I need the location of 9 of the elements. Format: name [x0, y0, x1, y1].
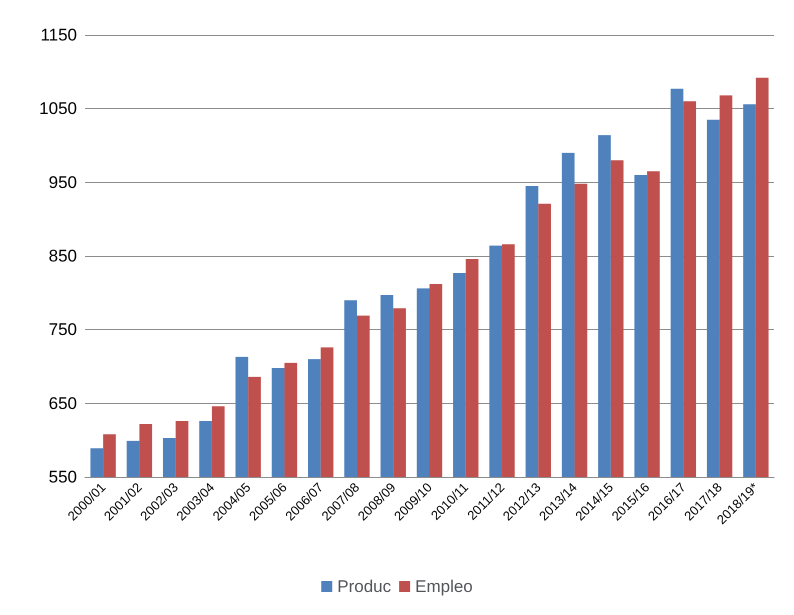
y-tick-label: 1150	[40, 26, 77, 44]
legend-label: Empleo	[415, 577, 473, 596]
y-tick-label: 1050	[39, 99, 77, 118]
y-tick-label: 650	[48, 394, 77, 413]
legend-label: Produc	[337, 577, 392, 596]
y-tick-label: 550	[48, 468, 77, 486]
y-tick-label: 750	[48, 320, 77, 340]
y-tick-label: 850	[48, 246, 77, 266]
y-tick-label: 950	[48, 172, 77, 192]
